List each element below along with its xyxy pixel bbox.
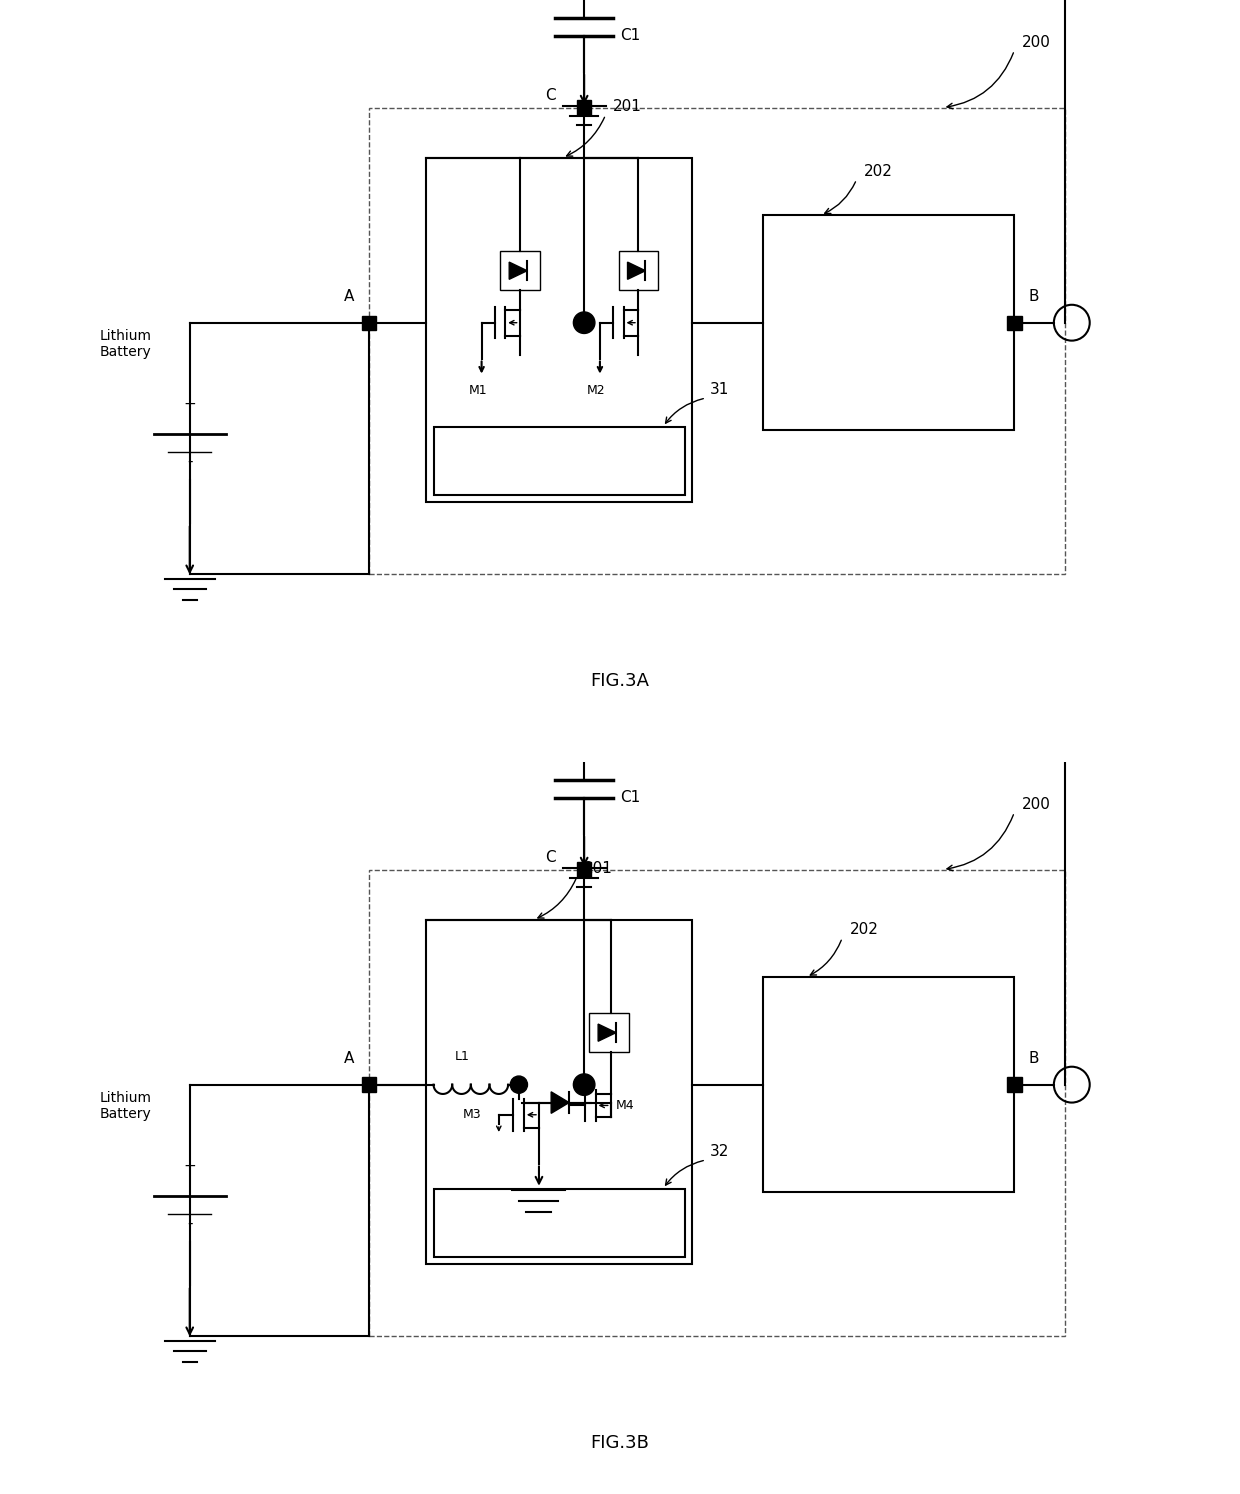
Bar [589,1013,629,1052]
Text: -: - [187,1216,192,1231]
Text: L1: L1 [455,1050,470,1062]
Text: M1: M1 [469,384,487,397]
Polygon shape [510,261,527,279]
Bar [500,251,539,290]
Bar [370,108,1065,574]
Text: 201: 201 [584,861,613,875]
Text: 31: 31 [709,382,729,397]
Bar [577,100,591,115]
Text: C: C [544,88,556,103]
Text: +: + [184,397,196,412]
Text: 32: 32 [709,1144,729,1159]
Bar [764,977,1014,1192]
Text: A: A [343,290,355,305]
Text: 202: 202 [849,922,878,937]
Bar [577,862,591,877]
Text: C1: C1 [620,28,640,43]
Text: C1: C1 [620,790,640,805]
Text: M3: M3 [463,1109,481,1122]
Polygon shape [598,1023,616,1041]
Text: C: C [544,850,556,865]
Text: 200: 200 [1022,34,1050,49]
Polygon shape [627,261,646,279]
Bar [619,251,658,290]
Text: FIG.3B: FIG.3B [590,1434,650,1452]
Bar [362,315,376,330]
Text: -: - [187,454,192,469]
Text: A: A [343,1052,355,1067]
Text: 200: 200 [1022,796,1050,811]
Bar [362,1077,376,1092]
Bar [1007,315,1022,330]
Bar [764,215,1014,430]
Text: B: B [1029,1052,1039,1067]
Text: 201: 201 [613,99,642,114]
Text: 202: 202 [864,164,893,179]
Text: M4: M4 [616,1100,635,1112]
Bar [434,1189,684,1256]
Text: Lithium
Battery: Lithium Battery [99,329,151,360]
Circle shape [573,312,595,333]
Text: Lithium
Battery: Lithium Battery [99,1091,151,1122]
Bar [427,158,692,502]
Circle shape [511,1076,527,1094]
Bar [434,427,684,495]
Text: +: + [184,1159,196,1174]
Bar [370,870,1065,1336]
Text: FIG.3A: FIG.3A [590,672,650,690]
Circle shape [573,1074,595,1095]
Bar [1007,1077,1022,1092]
Bar [427,920,692,1264]
Text: B: B [1029,290,1039,305]
Polygon shape [551,1092,569,1113]
Text: M2: M2 [587,384,605,397]
